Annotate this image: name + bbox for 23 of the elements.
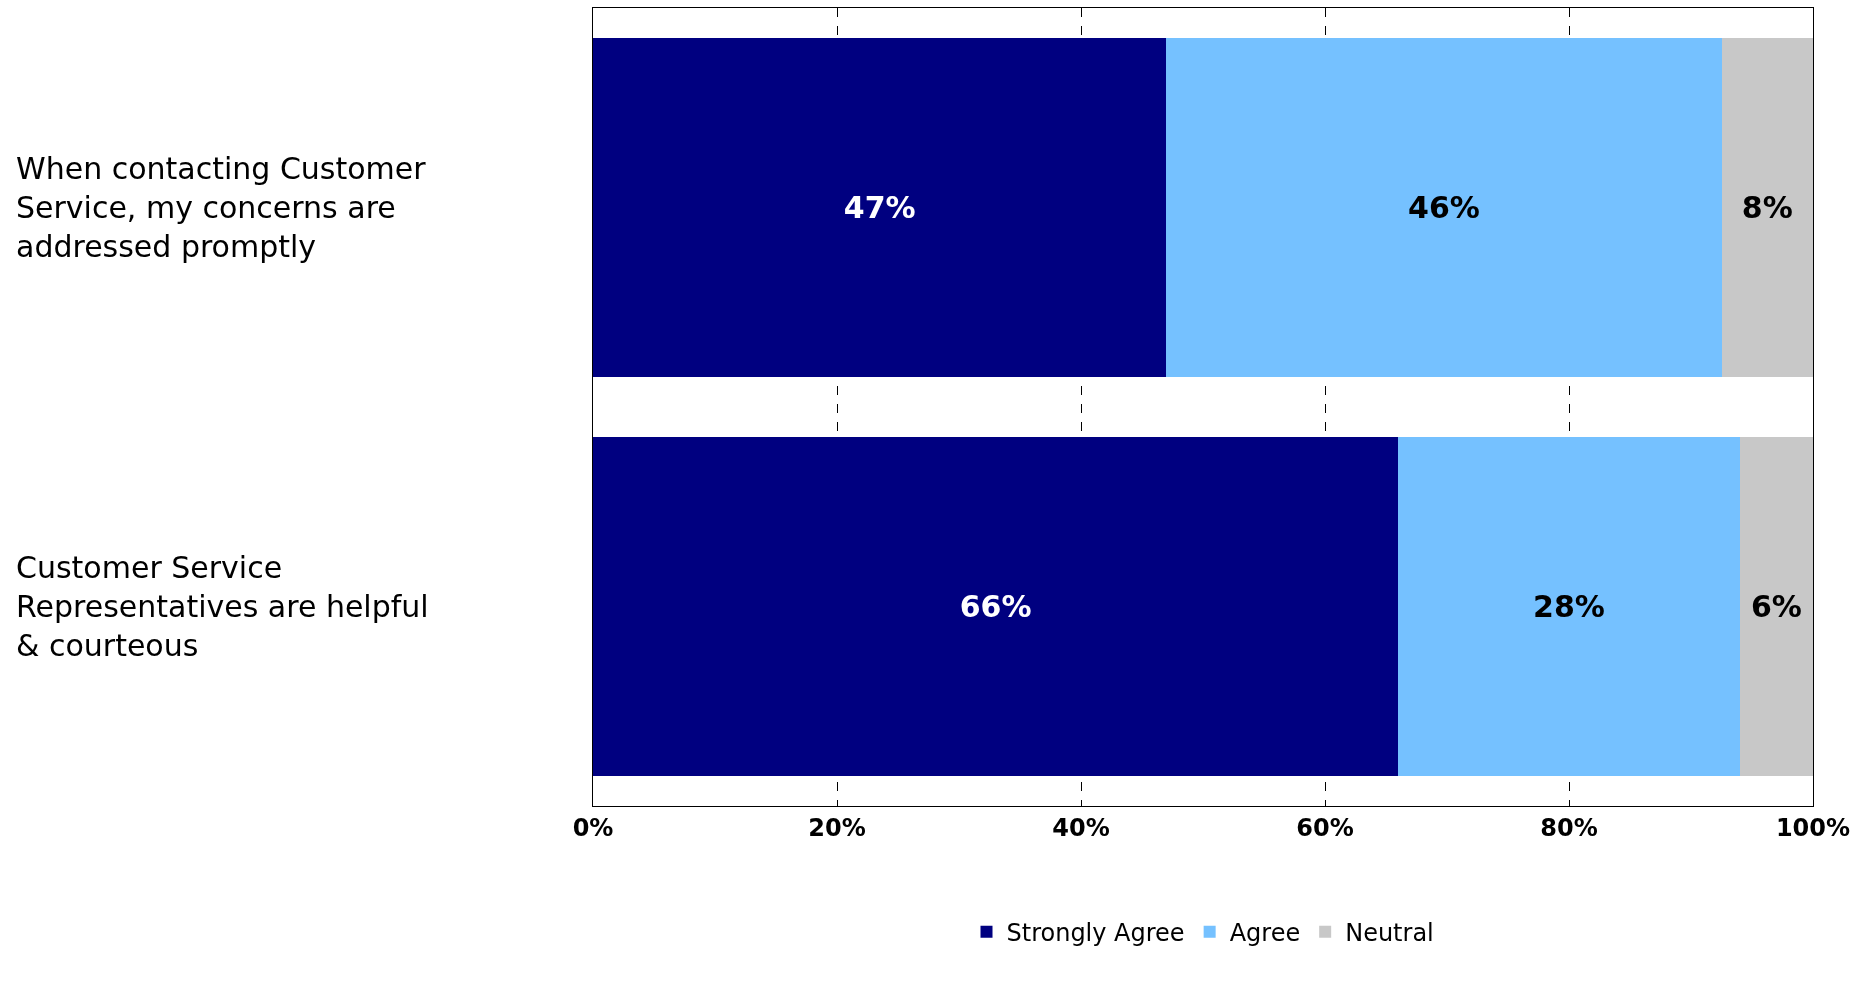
bar [593, 436, 1399, 777]
data-label: 66% [959, 589, 1032, 624]
bar [1721, 37, 1813, 378]
x-tick-label: 0% [572, 813, 614, 842]
data-label: 47% [843, 190, 916, 226]
data-label: 8% [1741, 190, 1793, 226]
x-tick-label: 20% [808, 813, 866, 842]
data-label: 28% [1533, 589, 1605, 624]
legend-label: Strongly Agree [1006, 919, 1185, 948]
y-tick-label: When contacting Customer Service, my concerns are addressed promptly [16, 151, 427, 264]
y-tick-label: Customer Service Representatives are helpful & courteous [16, 550, 429, 663]
bar [1739, 436, 1813, 777]
x-tick-label: 100% [1775, 813, 1851, 842]
x-tick-label: 80% [1540, 813, 1598, 842]
legend-label: Neutral [1345, 919, 1434, 948]
data-label: 46% [1408, 190, 1480, 226]
data-label: 6% [1750, 589, 1802, 624]
bar [1166, 37, 1722, 378]
x-tick-label: 40% [1052, 813, 1110, 842]
x-tick-label: 60% [1296, 813, 1354, 842]
legend-label: Agree [1229, 919, 1301, 948]
bar [593, 37, 1167, 378]
bar [1398, 436, 1740, 777]
